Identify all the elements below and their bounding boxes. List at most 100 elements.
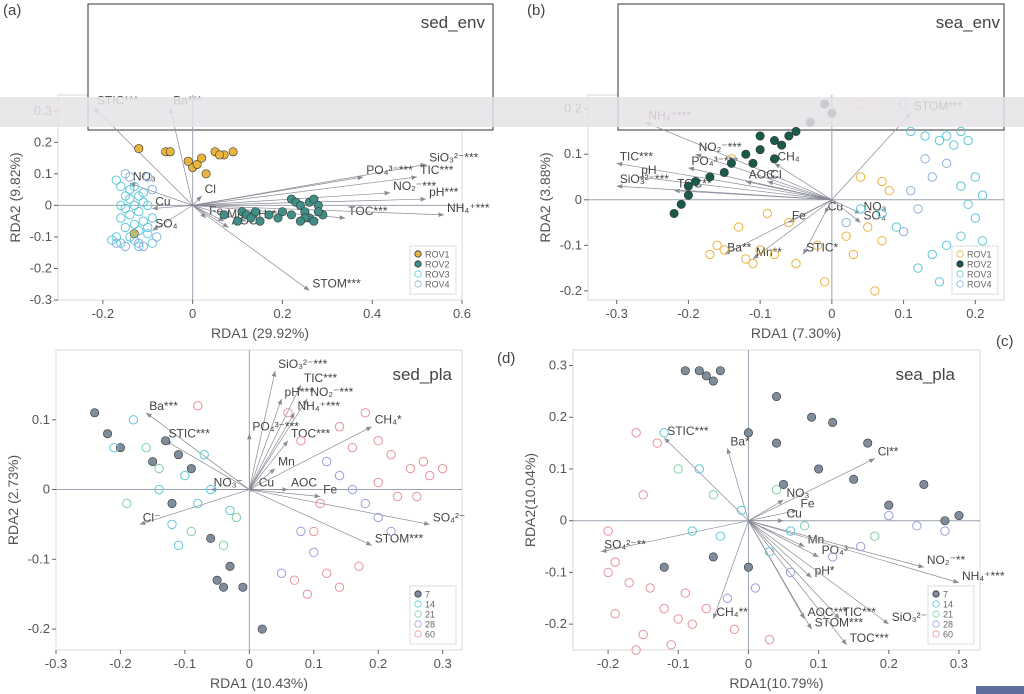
- variable-label: STIC*: [806, 240, 838, 254]
- loading-arrow: [748, 520, 960, 584]
- loading-arrow: [152, 205, 193, 209]
- x-tick-label: 0.2: [880, 656, 898, 671]
- data-point: [315, 498, 325, 509]
- data-point: [712, 240, 722, 251]
- data-point: [941, 158, 952, 169]
- arrow-head: [246, 433, 252, 440]
- variable-label: Cu: [259, 476, 274, 490]
- variable-label: SO₄²⁻: [433, 510, 466, 524]
- legend-swatch: [956, 250, 964, 258]
- legend-swatch: [414, 280, 422, 288]
- data-point: [764, 634, 775, 645]
- data-point: [624, 578, 634, 588]
- data-point: [111, 175, 122, 185]
- loading-arrow: [748, 520, 889, 625]
- legend-swatch: [414, 270, 422, 278]
- x-tick-label: -0.1: [667, 656, 689, 671]
- y-tick-label: -0.2: [30, 260, 52, 275]
- data-point: [173, 450, 183, 460]
- data-point: [251, 207, 261, 217]
- arrow-head: [365, 426, 372, 432]
- loading-arrow: [748, 520, 812, 578]
- plot-frame: [572, 349, 981, 651]
- data-point: [167, 498, 177, 508]
- data-point: [109, 442, 119, 453]
- data-point: [603, 567, 613, 578]
- y-tick-label: -0.3: [30, 292, 52, 307]
- data-point: [219, 582, 229, 592]
- data-point: [392, 491, 403, 502]
- variable-label: SO₄²⁻**: [604, 538, 646, 552]
- arrow-head: [616, 161, 623, 167]
- x-tick-label: -0.1: [749, 306, 771, 321]
- variable-label: Cl: [770, 168, 781, 182]
- data-point: [956, 126, 966, 137]
- x-tick-label: -0.2: [109, 656, 131, 671]
- arrow-head: [314, 493, 321, 499]
- legend-box: [951, 245, 999, 295]
- data-point: [334, 422, 345, 432]
- data-point: [90, 408, 100, 418]
- x-tick-label: 0: [189, 306, 196, 321]
- data-point: [701, 603, 712, 614]
- data-point: [238, 582, 248, 592]
- data-point: [233, 216, 243, 226]
- data-point: [683, 181, 693, 191]
- data-point: [877, 236, 887, 246]
- data-point: [197, 153, 207, 163]
- data-point: [680, 366, 690, 376]
- x-axis-label: RDA1(10.79%): [729, 675, 823, 691]
- data-point: [941, 131, 952, 141]
- arrow-head: [868, 458, 875, 464]
- data-point: [719, 245, 729, 255]
- legend-swatch: [932, 600, 940, 608]
- legend-entry: 7: [425, 590, 430, 600]
- data-point: [120, 222, 131, 233]
- data-point: [748, 258, 758, 269]
- data-point: [116, 181, 126, 192]
- loading-arrow: [249, 412, 295, 490]
- loading-arrow: [748, 520, 819, 558]
- data-point: [673, 614, 683, 624]
- data-point: [743, 562, 753, 572]
- data-point: [309, 216, 319, 226]
- data-point: [143, 229, 153, 239]
- variable-label: NO₃: [787, 486, 810, 500]
- loading-arrow: [724, 199, 833, 255]
- arrow-head: [296, 384, 301, 391]
- data-point: [152, 232, 162, 242]
- variable-label: AOC: [749, 168, 775, 182]
- data-point: [125, 194, 135, 204]
- loading-arrow: [192, 176, 364, 206]
- sed-pla-chart: -0.3 -0.2 -0.1 0 0.1 0.2 0.3 -0.2 -0.1 0 0.1 RDA1 (…: [5, 349, 466, 691]
- x-tick-label: -0.3: [45, 656, 67, 671]
- variable-label: TOC***: [850, 631, 889, 645]
- data-point: [437, 463, 448, 474]
- data-point: [863, 438, 873, 448]
- data-point: [347, 442, 358, 453]
- data-point: [977, 236, 988, 246]
- loading-arrow: [802, 199, 833, 255]
- variable-label: pH***: [285, 385, 315, 399]
- legend-entry: 7: [943, 590, 948, 600]
- arrow-head: [812, 552, 819, 557]
- data-point: [913, 263, 923, 273]
- y-tick-label: 0.1: [564, 146, 582, 161]
- variable-label: NO₂⁻***: [393, 179, 436, 193]
- arrow-head: [774, 163, 781, 169]
- arrow-head: [674, 188, 680, 194]
- loading-arrow: [192, 164, 427, 206]
- loading-arrow: [139, 489, 250, 525]
- data-point: [841, 231, 851, 241]
- x-tick-label: -0.2: [677, 306, 699, 321]
- loading-arrow: [748, 520, 805, 547]
- chart-title: sed_env: [421, 13, 486, 32]
- variable-label: Ba*: [730, 434, 750, 448]
- arrow-head: [695, 153, 702, 159]
- legend-swatch: [932, 620, 940, 628]
- data-point: [898, 226, 909, 237]
- data-point: [283, 408, 293, 418]
- arrow-head: [854, 217, 861, 223]
- loading-arrow: [249, 489, 372, 546]
